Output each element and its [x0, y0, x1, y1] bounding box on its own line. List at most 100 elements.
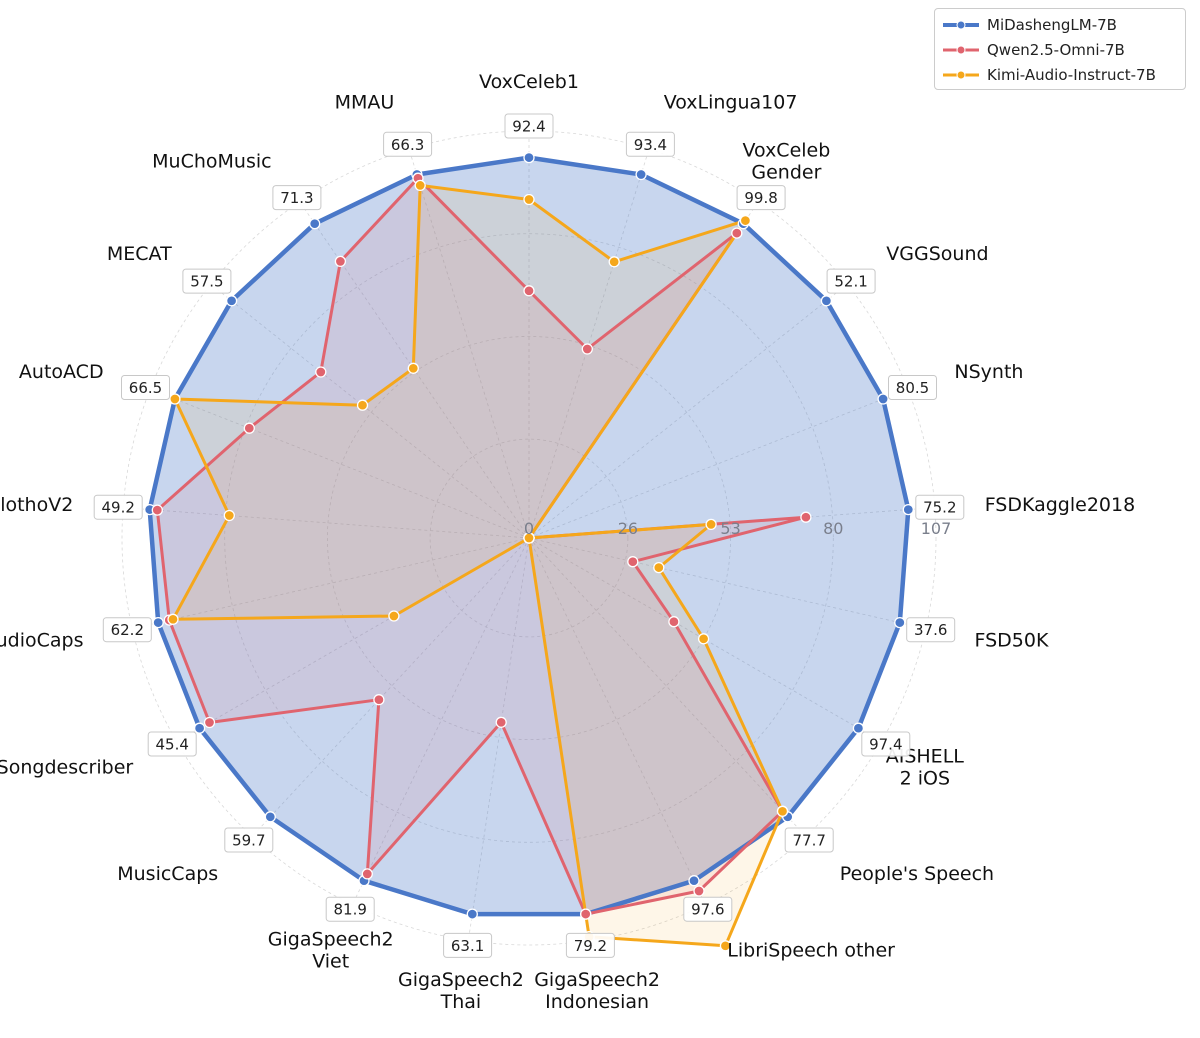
data-point — [800, 511, 812, 523]
max-value-label: 63.1 — [443, 932, 493, 958]
max-value-text: 81.9 — [333, 901, 366, 919]
legend-swatch-kimi — [943, 70, 979, 80]
max-value-box — [784, 827, 834, 853]
data-point — [731, 227, 743, 239]
max-value-box — [736, 185, 786, 211]
max-value-box — [383, 131, 433, 157]
data-point — [466, 908, 478, 920]
radial-tick-label: 26 — [618, 519, 638, 538]
axis-label: AudioCaps — [0, 630, 84, 652]
grid-spoke — [408, 148, 530, 539]
data-point — [223, 509, 235, 522]
max-value-box — [102, 617, 152, 643]
grid-spoke — [123, 507, 530, 539]
data-point — [523, 151, 535, 164]
max-value-text: 59.7 — [232, 832, 265, 850]
axis-label: MuChoMusic — [152, 150, 271, 172]
max-value-box — [915, 494, 965, 520]
max-value-text: 99.8 — [744, 189, 777, 207]
data-point — [169, 393, 181, 405]
max-value-box — [683, 896, 733, 922]
grid-spoke — [352, 537, 530, 905]
axis-label: LibriSpeech other — [727, 940, 895, 962]
axis-label-line: Thai — [440, 991, 482, 1013]
data-point — [902, 503, 914, 516]
max-value-text: 57.5 — [190, 273, 223, 291]
max-value-label: 62.2 — [102, 617, 152, 643]
grid-circle — [429, 438, 629, 638]
max-value-label: 45.4 — [147, 731, 197, 757]
legend-swatch-qwen — [943, 45, 979, 55]
max-value-label: 81.9 — [325, 896, 375, 922]
data-point — [373, 694, 385, 706]
grid-spoke — [210, 283, 530, 539]
max-value-box — [906, 617, 956, 643]
max-value-label: 49.2 — [93, 494, 143, 520]
max-value-box — [443, 932, 493, 958]
max-value-text: 92.4 — [512, 118, 545, 136]
max-value-label: 77.7 — [784, 827, 834, 853]
axis-label-line: Gender — [751, 161, 821, 183]
axis-label: VGGSound — [886, 243, 988, 265]
legend-item: MiDashengLM-7B — [935, 14, 1185, 36]
grid-spoke — [149, 388, 530, 539]
axis-label-line: GigaSpeech2 — [534, 969, 660, 991]
max-value-text: 49.2 — [101, 499, 134, 517]
max-value-label: 97.4 — [861, 731, 911, 757]
grid-spoke — [467, 537, 530, 941]
radial-tick-label: 107 — [921, 519, 952, 538]
max-value-box — [147, 731, 197, 757]
grid-spoke — [251, 537, 530, 837]
series-line — [147, 155, 911, 917]
max-value-text: 52.1 — [834, 273, 867, 291]
series-area — [157, 178, 806, 915]
data-point — [225, 295, 238, 307]
data-point — [407, 362, 419, 374]
axis-label-line: VoxLingua107 — [664, 91, 798, 113]
max-value-label: 80.5 — [888, 375, 937, 400]
max-value-text: 37.6 — [914, 621, 947, 639]
max-value-label: 37.6 — [906, 617, 956, 643]
data-point — [414, 179, 426, 192]
axis-label-line: 2 iOS — [900, 768, 950, 790]
max-value-text: 97.6 — [691, 901, 724, 919]
max-value-text: 63.1 — [451, 937, 484, 955]
max-value-box — [826, 268, 876, 294]
grid-circle — [121, 130, 937, 946]
legend-label: Qwen2.5-Omni-7B — [987, 41, 1125, 59]
max-value-box — [325, 896, 375, 922]
max-value-box — [224, 827, 274, 853]
data-point — [668, 616, 680, 628]
max-value-label: 57.5 — [182, 268, 232, 294]
max-value-label: 99.8 — [736, 185, 786, 211]
axis-label: VoxCeleb1 — [479, 71, 579, 93]
max-value-box — [272, 185, 322, 211]
data-point — [820, 295, 833, 307]
grid-spoke — [132, 537, 530, 629]
max-value-text: 79.2 — [574, 937, 607, 955]
max-value-text: 71.3 — [280, 189, 313, 207]
axis-label-line: Songdescriber — [0, 757, 133, 779]
max-value-box — [504, 113, 554, 139]
radial-tick-label: 80 — [823, 519, 843, 538]
axis-label: GigaSpeech2 Indonesian — [534, 969, 660, 1013]
axis-label-line: FSD50K — [975, 630, 1049, 652]
axis-label-line: ClothoV2 — [0, 494, 73, 516]
data-point — [627, 556, 639, 568]
max-value-label: 92.4 — [504, 113, 554, 139]
radial-tick-labels: 0 26 53 80 107 — [524, 519, 951, 538]
axis-label: VoxLingua107 — [664, 91, 798, 113]
data-point — [334, 255, 347, 268]
max-value-text: 93.4 — [634, 136, 667, 154]
axis-label-line: MMAU — [335, 91, 395, 113]
data-point — [635, 168, 647, 181]
axis-label-line: AutoACD — [19, 361, 104, 383]
data-point — [852, 722, 865, 734]
radial-tick-label: 53 — [720, 519, 740, 538]
axis-label: VoxCeleb Gender — [743, 139, 831, 183]
radial-tick-label: 0 — [524, 519, 534, 538]
data-point — [776, 805, 789, 817]
data-point — [693, 885, 705, 897]
data-point — [705, 518, 717, 531]
